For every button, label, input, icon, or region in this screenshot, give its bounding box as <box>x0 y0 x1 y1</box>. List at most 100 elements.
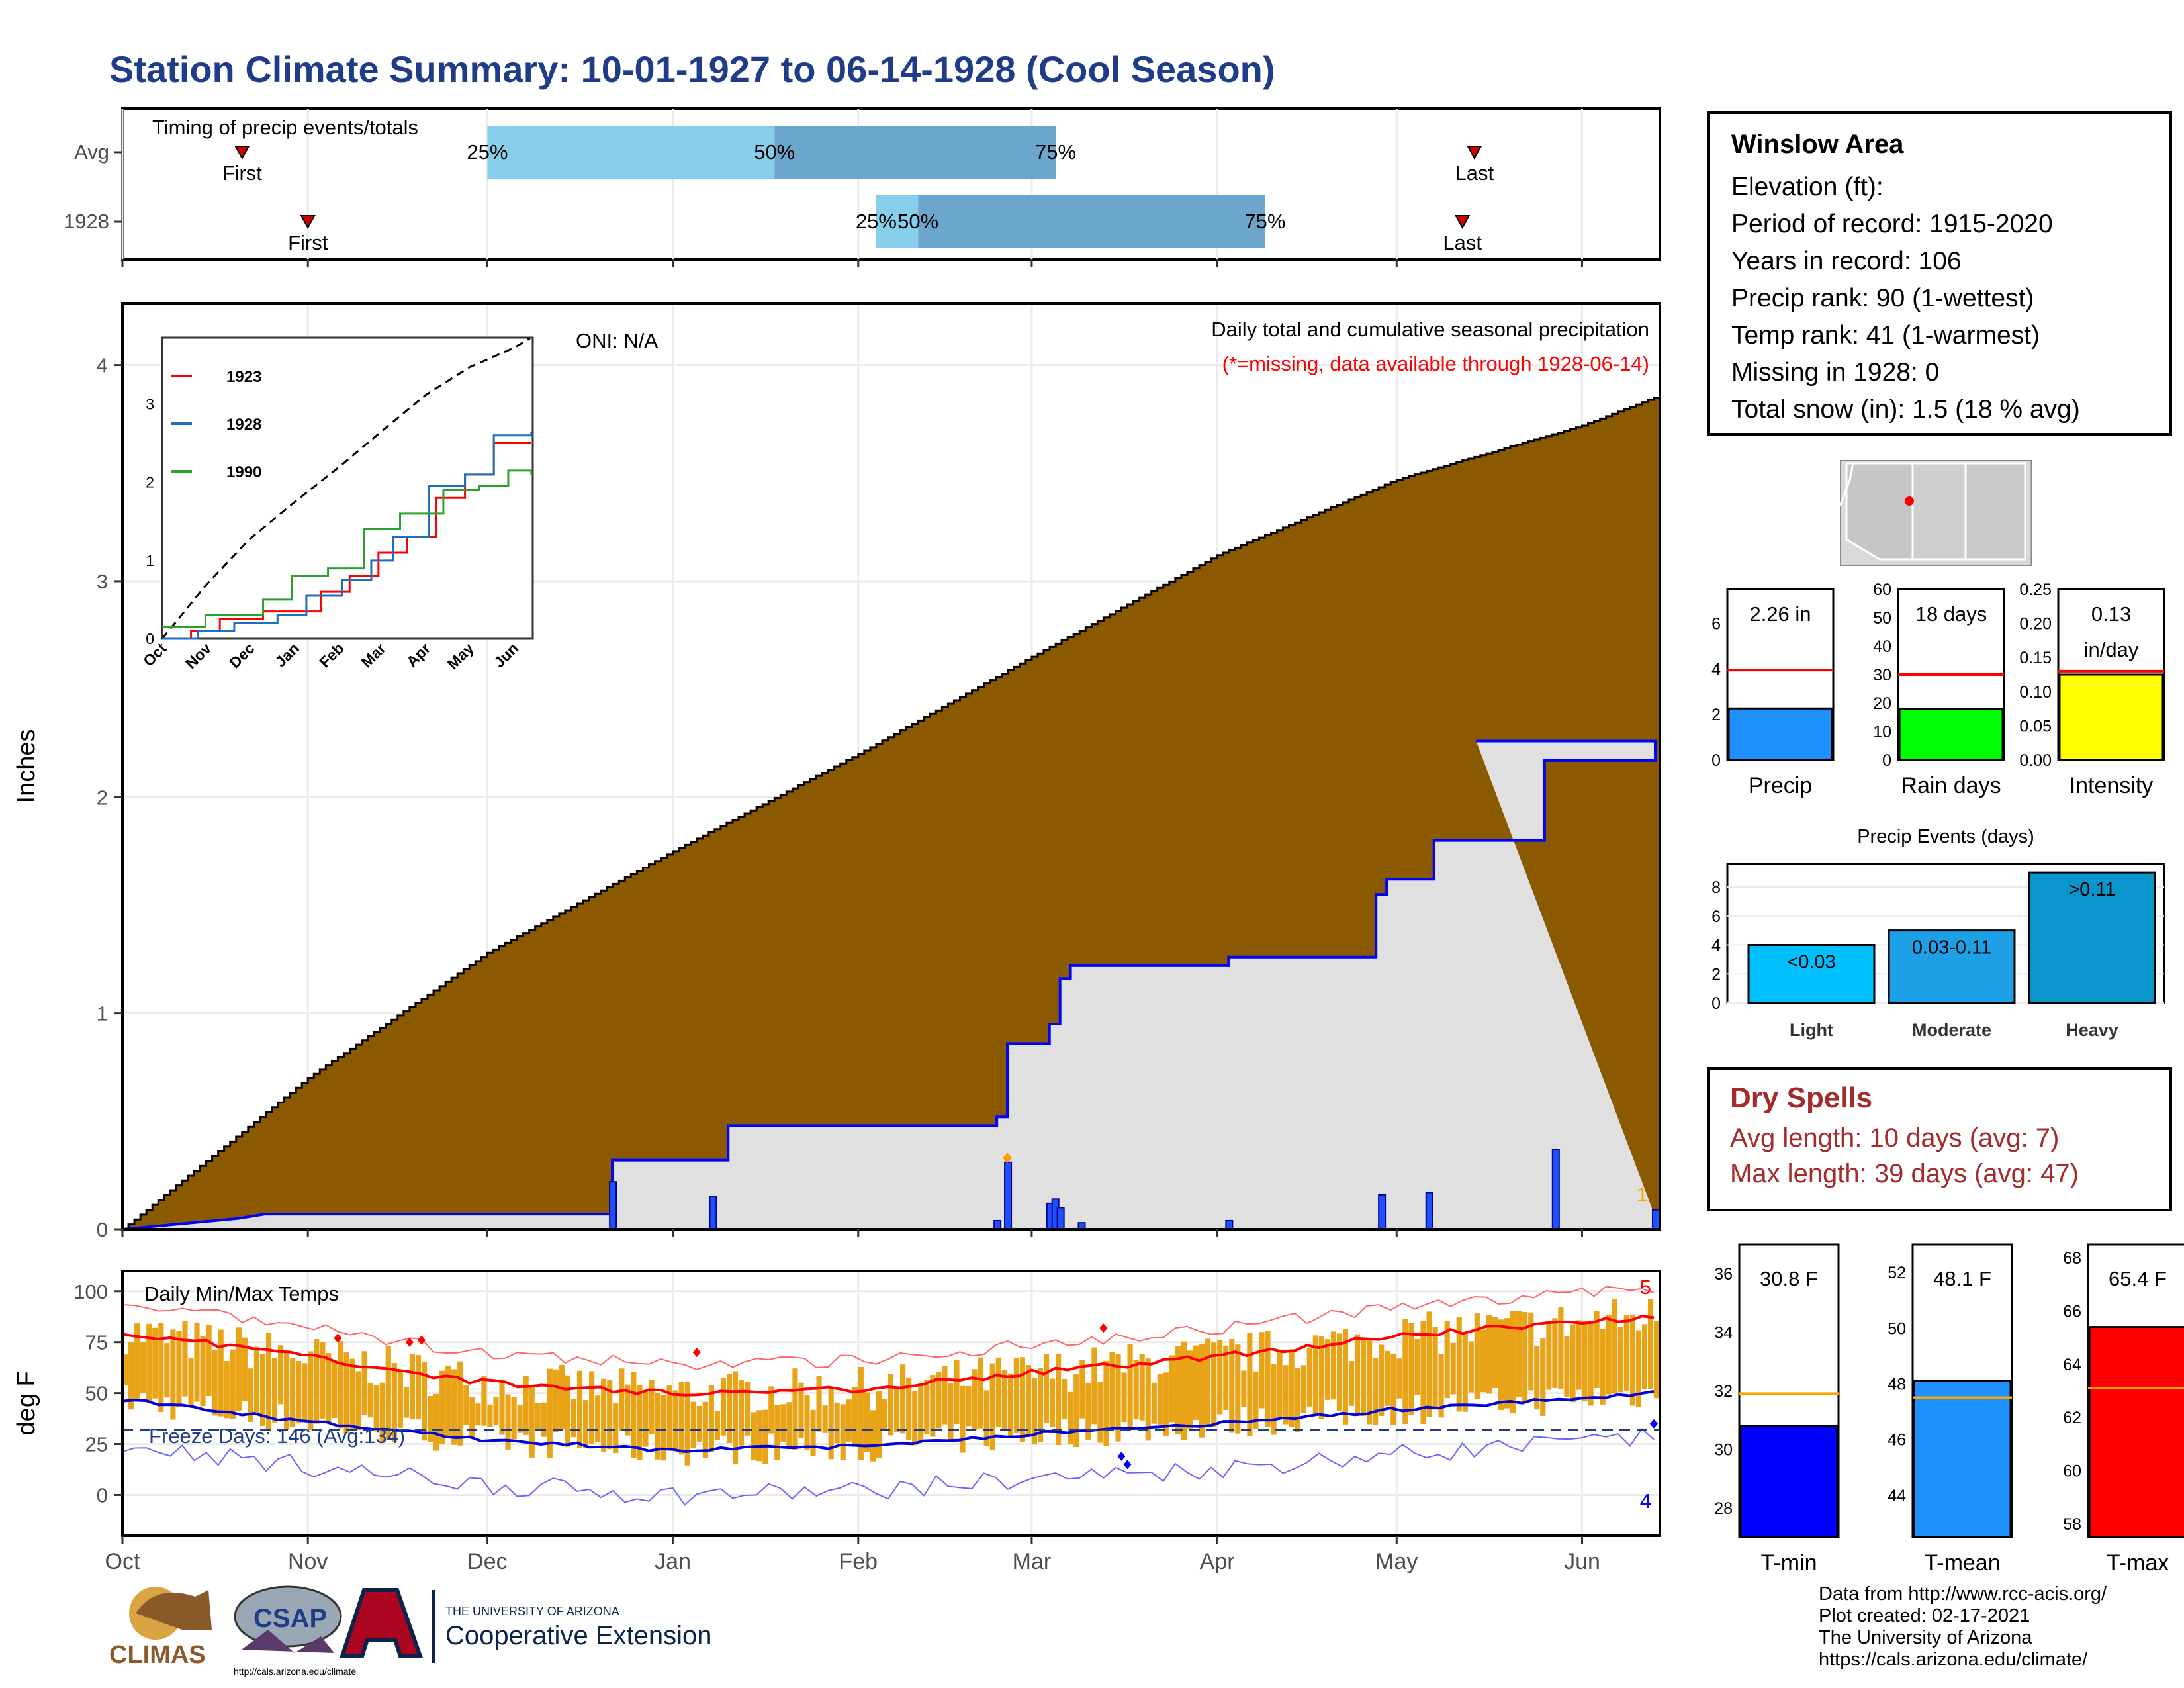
daily-temp-bar <box>816 1376 822 1432</box>
credit-line: Plot created: 02-17-2021 <box>1819 1605 2030 1626</box>
daily-temp-bar <box>278 1345 284 1405</box>
credit-line: The University of Arizona <box>1819 1627 2032 1648</box>
daily-temp-bar <box>576 1370 583 1448</box>
daily-temp-bar <box>1157 1374 1163 1425</box>
credit-line: Data from http://www.rcc-acis.org/ <box>1819 1583 2107 1605</box>
daily-temp-bar <box>834 1402 840 1444</box>
csap-logo: CSAP http://cals.arizona.edu/climate <box>234 1585 356 1677</box>
daily-temp-bar <box>1342 1329 1349 1425</box>
daily-temp-bar <box>798 1382 804 1439</box>
daily-temp-bar <box>355 1371 361 1430</box>
daily-temp-bar <box>1480 1329 1486 1393</box>
marker-triangle-icon <box>300 215 316 230</box>
x-tick-label: Oct <box>105 1549 140 1574</box>
record-low-icon <box>1649 1419 1658 1429</box>
daily-temp-bar <box>224 1361 230 1419</box>
daily-temp-bar <box>613 1403 619 1454</box>
daily-temp-bar <box>936 1371 942 1429</box>
daily-temp-bar <box>1253 1371 1259 1429</box>
info-line: Temp rank: 41 (1-warmest) <box>1731 321 2040 350</box>
event-bar-label: Heavy <box>2066 1020 2118 1040</box>
mini-bar-value-label: 2.26 in <box>1749 602 1811 626</box>
event-bar <box>2028 871 2156 1004</box>
temp-bar-tick: 52 <box>1888 1264 1906 1282</box>
x-tick-label: Nov <box>288 1549 328 1574</box>
daily-temp-bar <box>570 1399 577 1438</box>
daily-temp-bar <box>1068 1391 1073 1444</box>
temp-bar-tick: 34 <box>1714 1324 1733 1342</box>
quartile-label: 25% <box>856 210 897 233</box>
y-tick-label: 75 <box>85 1331 108 1354</box>
daily-temp-bar <box>1025 1365 1032 1437</box>
inset-legend-label: 1990 <box>226 463 261 481</box>
marker-triangle-icon <box>1455 215 1471 230</box>
row-label: Avg <box>74 140 109 164</box>
temp-bar-tick: 44 <box>1888 1487 1906 1505</box>
daily-temp-bar <box>702 1401 708 1458</box>
daily-temp-bar <box>601 1378 607 1452</box>
daily-temp-bar <box>1241 1370 1247 1407</box>
daily-temp-bar <box>1091 1347 1097 1425</box>
daily-temp-bar <box>505 1394 511 1450</box>
daily-temp-bar <box>1265 1331 1271 1428</box>
temp-bar-label: T-min <box>1761 1550 1817 1575</box>
daily-temp-bar <box>607 1379 613 1450</box>
temp-bar-tick: 36 <box>1714 1265 1733 1284</box>
daily-temp-bar <box>1163 1372 1169 1436</box>
daily-temp-bar <box>314 1339 320 1424</box>
daily-temp-bar <box>253 1346 259 1415</box>
season-cumulative-line <box>122 739 1657 1231</box>
events-tick: 2 <box>1711 965 1721 984</box>
station-name: Winslow Area <box>1731 130 1904 159</box>
mini-bar-tick: 10 <box>1873 723 1891 741</box>
daily-temp-bar <box>1623 1315 1629 1391</box>
daily-temp-bar <box>1169 1355 1175 1423</box>
daily-temp-bar <box>1175 1346 1181 1435</box>
y-axis-label: Inches <box>13 729 40 804</box>
max-event-icon <box>1003 1152 1013 1164</box>
record-high-icon <box>692 1348 701 1358</box>
temp-bar-tick: 46 <box>1888 1431 1906 1450</box>
temp-bar-tick: 64 <box>2063 1356 2081 1374</box>
y-tick-label: 1 <box>97 1002 108 1025</box>
daily-temp-bar <box>182 1321 188 1397</box>
daily-temp-bar <box>1211 1342 1217 1427</box>
daily-temp-bar <box>284 1352 290 1430</box>
daily-temp-bar <box>595 1395 601 1442</box>
daily-temp-bar <box>547 1368 553 1459</box>
daily-temp-bar <box>421 1361 428 1441</box>
daily-temp-bar <box>948 1383 954 1440</box>
daily-temp-bar <box>338 1341 343 1429</box>
marker-label: Last <box>1455 162 1494 185</box>
daily-temp-bar <box>475 1403 481 1426</box>
daily-temp-bar <box>152 1327 158 1399</box>
y-tick-label: 2 <box>97 786 108 809</box>
daily-temp-bar <box>780 1404 786 1442</box>
mini-bar-tick: 0.15 <box>2019 649 2052 667</box>
daily-temp-bar <box>912 1391 918 1446</box>
daily-precip-bar <box>1551 1149 1560 1230</box>
quartile-bar-50-75 <box>774 126 1056 179</box>
daily-temp-bar <box>1438 1354 1444 1418</box>
daily-temp-bar <box>271 1358 278 1423</box>
daily-temp-bar <box>1582 1321 1588 1402</box>
daily-temp-bar <box>1402 1319 1408 1425</box>
temp-bar-label: T-max <box>2107 1550 2169 1575</box>
info-line: Total snow (in): 1.5 (18 % avg) <box>1731 395 2080 424</box>
y-axis-label: deg F <box>13 1371 40 1435</box>
mini-bar-tick: 0.20 <box>2019 615 2052 633</box>
daily-temp-bar <box>1050 1378 1056 1427</box>
temp-bar-value <box>2088 1326 2184 1538</box>
inset-series-line <box>162 469 533 628</box>
quartile-label: 75% <box>1244 210 1285 233</box>
daily-temp-bar <box>672 1390 678 1450</box>
daily-temp-bar <box>1367 1339 1373 1425</box>
daily-temp-bar <box>942 1366 948 1425</box>
daily-temp-bar <box>218 1329 224 1417</box>
daily-temp-bar <box>1151 1382 1157 1424</box>
daily-temp-bar <box>200 1336 206 1407</box>
daily-temp-bar <box>1271 1364 1277 1435</box>
daily-temp-bar <box>1426 1311 1432 1417</box>
x-tick-label: Jun <box>1564 1549 1600 1574</box>
oni-label: ONI: N/A <box>576 329 658 352</box>
